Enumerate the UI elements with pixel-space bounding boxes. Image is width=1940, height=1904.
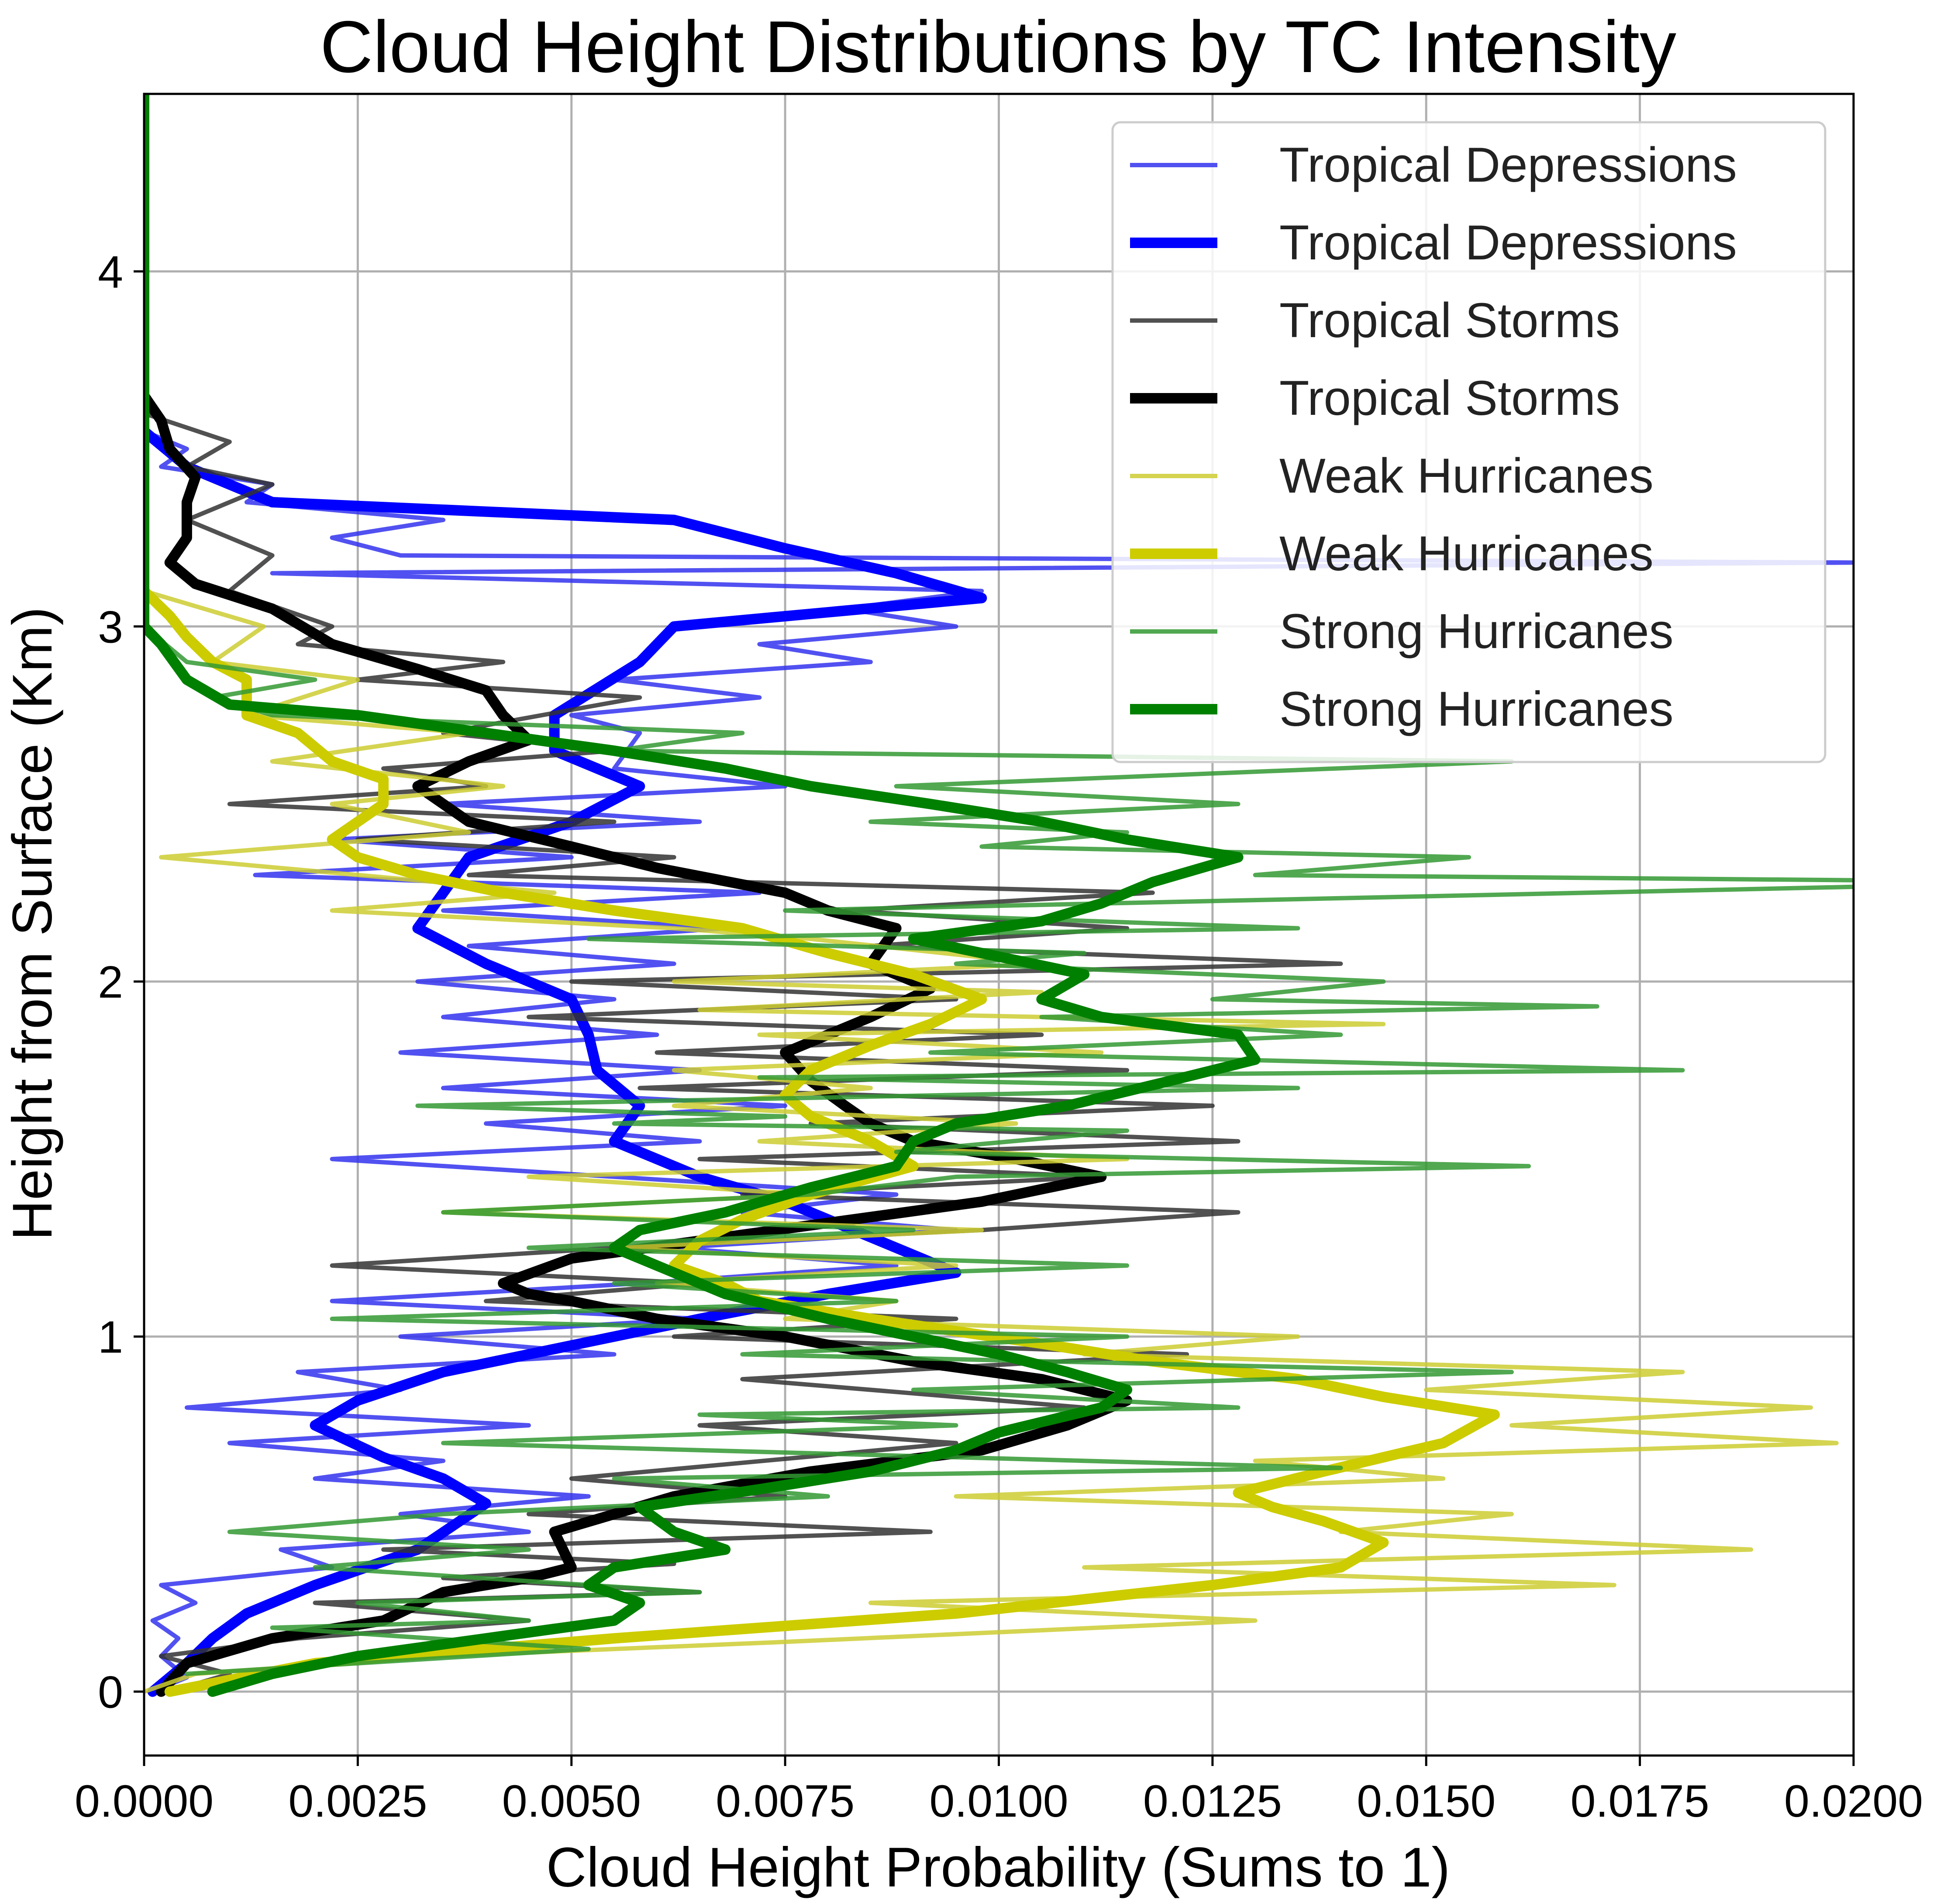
series-layer xyxy=(144,94,1854,1697)
y-tick-label: 0 xyxy=(98,1667,123,1718)
legend-label: Strong Hurricanes xyxy=(1279,604,1674,659)
series-line-strong-hurricanes-smoothed xyxy=(144,94,1261,1697)
series-line-weak-hurricanes-smoothed xyxy=(144,586,1500,1697)
x-axis-label: Cloud Height Probability (Sums to 1) xyxy=(546,1836,1450,1899)
legend-label: Weak Hurricanes xyxy=(1279,448,1654,503)
x-tick-label: 0.0025 xyxy=(288,1776,427,1827)
legend: Tropical Depressions Tropical Depressions… xyxy=(1111,121,1826,763)
y-axis-ticks: 0 1 2 3 4 xyxy=(98,247,144,1718)
x-tick-label: 0.0150 xyxy=(1357,1776,1495,1827)
x-tick-label: 0.0200 xyxy=(1784,1776,1923,1827)
x-tick-label: 0.0050 xyxy=(502,1776,641,1827)
y-tick-label: 4 xyxy=(98,247,123,298)
legend-entries: Tropical Depressions Tropical Depressions… xyxy=(1130,138,1737,736)
chart-title: Cloud Height Distributions by TC Intensi… xyxy=(320,6,1676,88)
legend-label: Strong Hurricanes xyxy=(1279,682,1674,736)
legend-label: Weak Hurricanes xyxy=(1279,526,1654,581)
x-tick-label: 0.0175 xyxy=(1571,1776,1709,1827)
y-tick-label: 1 xyxy=(98,1312,123,1363)
y-axis-label: Height from Surface (Km) xyxy=(1,607,64,1240)
x-tick-label: 0.0100 xyxy=(929,1776,1068,1827)
legend-label: Tropical Depressions xyxy=(1279,138,1737,192)
y-tick-label: 3 xyxy=(98,602,123,653)
series-line-tropical-depressions-raw xyxy=(144,429,1854,1694)
x-tick-label: 0.0125 xyxy=(1143,1776,1282,1827)
y-tick-label: 2 xyxy=(98,957,123,1008)
series-line-tropical-depressions-smoothed xyxy=(144,426,987,1697)
x-axis-ticks: 0.0000 0.0025 0.0050 0.0075 0.0100 0.0125 0.01… xyxy=(75,1756,1923,1827)
legend-box xyxy=(1111,121,1826,763)
series-line-weak-hurricanes-raw xyxy=(144,589,1839,1694)
legend-label: Tropical Depressions xyxy=(1279,215,1737,270)
legend-label: Tropical Storms xyxy=(1279,371,1620,425)
x-tick-label: 0.0000 xyxy=(75,1776,214,1827)
series-line-strong-hurricanes-raw xyxy=(144,94,1854,1676)
legend-label: Tropical Storms xyxy=(1279,293,1620,348)
x-tick-label: 0.0075 xyxy=(716,1776,855,1827)
